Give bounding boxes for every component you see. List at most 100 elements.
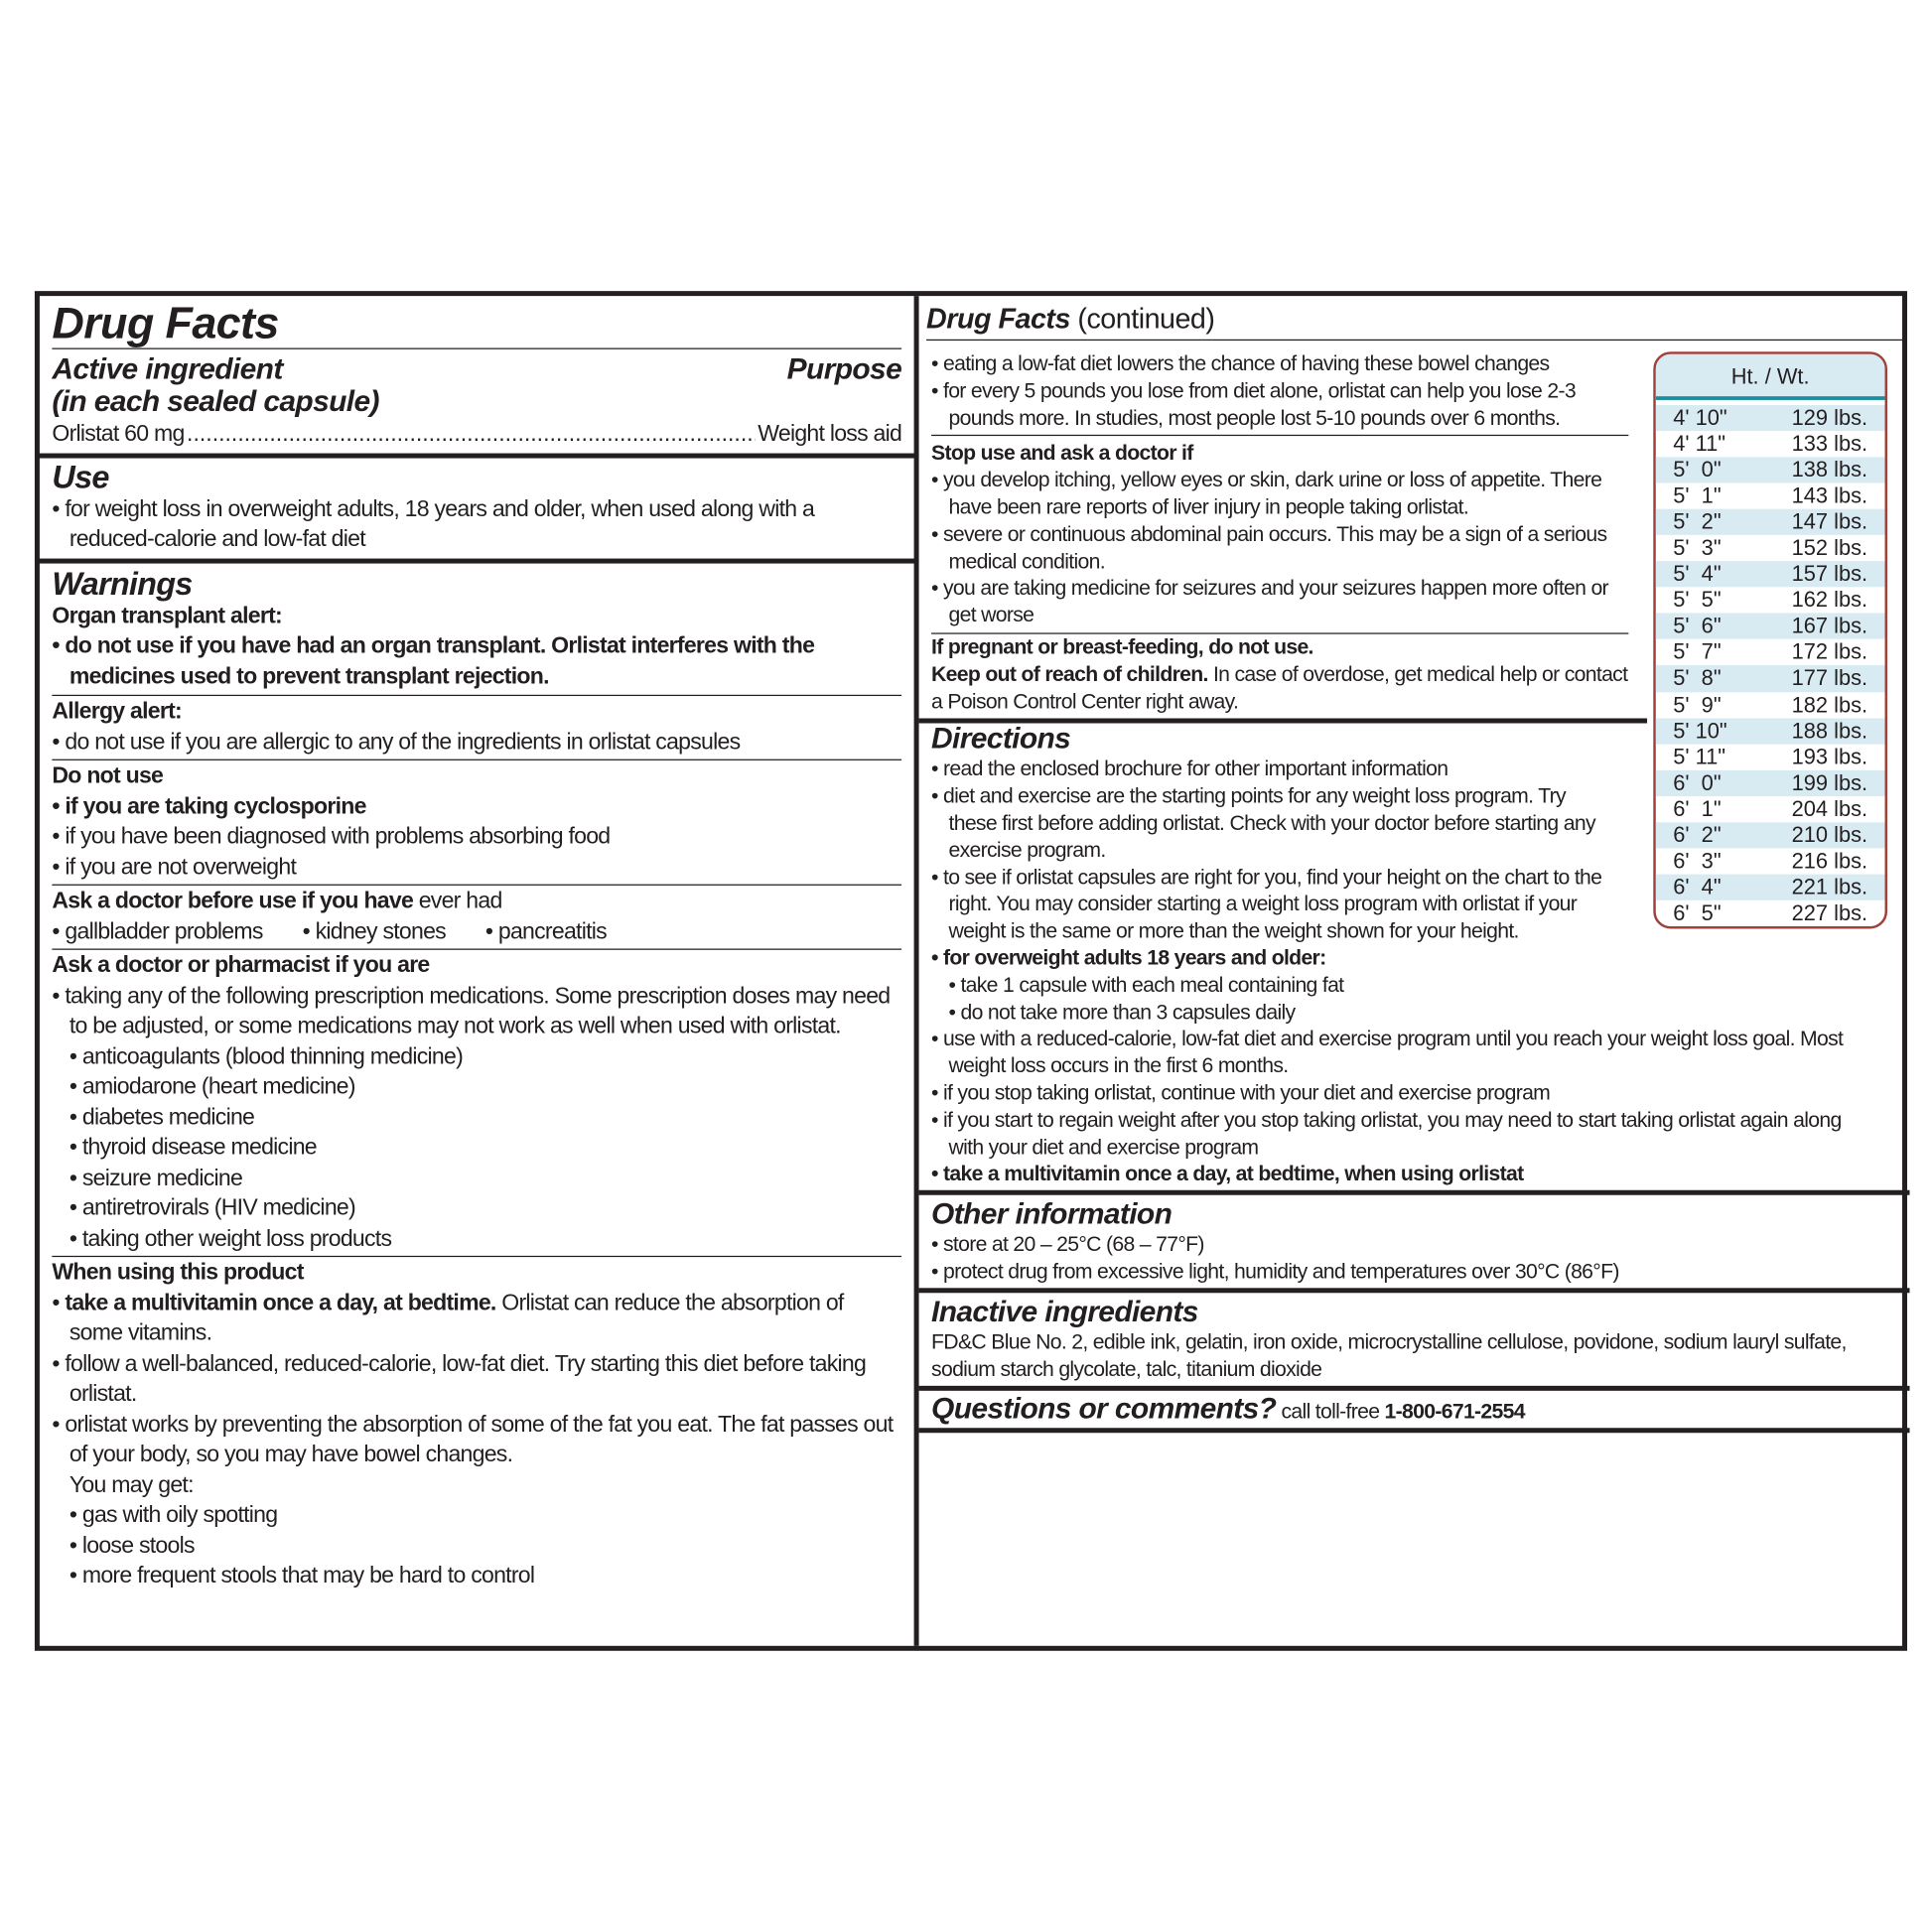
height: 5' 6" [1673, 613, 1722, 638]
chart-row: 5' 6" 167 lbs. [1655, 613, 1885, 640]
when-using-heading: When using this product [52, 1258, 304, 1285]
rule [52, 948, 902, 950]
height: 5' 7" [1673, 639, 1722, 665]
questions-line: Questions or comments? call toll-free 1-… [931, 1392, 1526, 1427]
chart-row: 5' 8" 177 lbs. [1655, 665, 1885, 692]
bowel-item: • eating a low-fat diet lowers the chanc… [931, 351, 1550, 375]
medication-item: • thyroid disease medicine [69, 1133, 318, 1160]
rule [52, 884, 902, 886]
height: 6' 0" [1673, 769, 1722, 795]
chart-rows: 4' 10" 129 lbs. 4' 11" 133 lbs. 5' 0" 138 lbs… [1655, 400, 1885, 926]
rule [52, 1255, 902, 1258]
height: 4' 10" [1673, 404, 1727, 430]
medication-item: • diabetes medicine [69, 1102, 255, 1130]
when-using-item: • follow a well-balanced, reduced-calori… [52, 1349, 867, 1406]
weight: 138 lbs. [1791, 457, 1868, 483]
height: 5' 10" [1673, 717, 1727, 743]
other-info-item: • store at 20 – 25°C (68 – 77°F) [931, 1232, 1204, 1257]
when-using-item: • orlistat works by preventing the absor… [52, 1410, 894, 1466]
dosage-item: • do not take more than 3 capsules daily [948, 1000, 1297, 1025]
height: 6' 2" [1673, 821, 1722, 847]
chart-row: 4' 11" 133 lbs. [1656, 431, 1885, 457]
height: 5' 11" [1673, 744, 1726, 769]
height: 5' 4" [1673, 561, 1722, 587]
ask-pharmacist-heading: Ask a doctor or pharmacist if you are [52, 951, 430, 978]
ask-doctor-items: • gallbladder problems • kidney stones • p… [52, 916, 607, 943]
inactive-heading: Inactive ingredients [931, 1295, 1198, 1329]
chart-row: 5' 9" 182 lbs. [1656, 692, 1885, 718]
inactive-ingredients: FD&C Blue No. 2, edible ink, gelatin, ir… [931, 1329, 1847, 1381]
side-effect-item: • loose stools [69, 1531, 196, 1558]
purpose-heading: Purpose [786, 352, 902, 387]
rule [52, 694, 902, 697]
direction-item: • for overweight adults 18 years and old… [931, 945, 1326, 970]
chart-row: 6' 5" 227 lbs. [1656, 900, 1885, 926]
keep-out-of-reach: Keep out of reach of children. In case o… [931, 662, 1628, 713]
weight: 129 lbs. [1791, 404, 1868, 430]
purpose: Weight loss aid [758, 419, 902, 447]
rule [37, 557, 917, 563]
pregnant-warning: If pregnant or breast-feeding, do not us… [931, 634, 1313, 659]
stop-use-item: • severe or continuous abdominal pain oc… [931, 522, 1607, 574]
chart-row: 5' 0" 138 lbs. [1655, 457, 1885, 483]
do-not-use-item: • if you have been diagnosed with proble… [52, 822, 611, 849]
side-effect-item: • more frequent stools that may be hard … [69, 1561, 535, 1588]
medication-item: • amiodarone (heart medicine) [69, 1072, 356, 1099]
height: 5' 1" [1673, 483, 1722, 508]
stop-use-item: • you develop itching, yellow eyes or sk… [931, 468, 1602, 519]
direction-item: • take a multivitamin once a day, at bed… [931, 1162, 1524, 1186]
medication-item: • anticoagulants (blood thinning medicin… [69, 1041, 464, 1068]
height: 4' 11" [1673, 431, 1726, 457]
ingredient-row: Orlistat 60 mg..........................… [52, 419, 901, 450]
when-using-item: • take a multivitamin once a day, at bed… [52, 1288, 844, 1345]
height: 5' 9" [1673, 691, 1722, 717]
rule [918, 1428, 1910, 1434]
rule [52, 347, 902, 349]
active-ingredient-heading: Active ingredient [52, 352, 283, 387]
chart-row: 5' 7" 172 lbs. [1656, 639, 1885, 665]
use-item: • for weight loss in overweight adults, … [52, 494, 815, 552]
weight: 172 lbs. [1791, 639, 1868, 665]
direction-item: • use with a reduced-calorie, low-fat di… [931, 1027, 1844, 1078]
organ-transplant-heading: Organ transplant alert: [52, 601, 282, 627]
direction-item: • to see if orlistat capsules are right … [931, 865, 1602, 943]
rule [52, 759, 902, 760]
rule [918, 1386, 1910, 1392]
directions-heading: Directions [931, 722, 1071, 757]
chart-row: 6' 0" 199 lbs. [1655, 769, 1885, 796]
other-info-item: • protect drug from excessive light, hum… [931, 1259, 1619, 1284]
you-may-get: You may get: [69, 1470, 195, 1497]
rule [918, 718, 1648, 724]
direction-item: • diet and exercise are the starting poi… [931, 783, 1596, 862]
height: 5' 0" [1673, 457, 1722, 483]
weight: 133 lbs. [1791, 431, 1868, 457]
weight: 204 lbs. [1791, 795, 1868, 821]
weight: 152 lbs. [1791, 535, 1868, 561]
stop-use-item: • you are taking medicine for seizures a… [931, 576, 1609, 627]
weight: 210 lbs. [1791, 821, 1868, 847]
direction-item: • if you start to regain weight after yo… [931, 1108, 1842, 1159]
rule [37, 452, 917, 458]
warnings-heading: Warnings [52, 564, 193, 602]
chart-row: 6' 2" 210 lbs. [1655, 821, 1885, 849]
height: 6' 1" [1673, 795, 1722, 821]
rule [918, 1287, 1910, 1293]
do-not-use-item: • if you are taking cyclosporine [52, 791, 366, 818]
height: 5' 5" [1673, 587, 1722, 613]
direction-item: • read the enclosed brochure for other i… [931, 757, 1449, 781]
other-info-heading: Other information [931, 1197, 1173, 1232]
chart-header: Ht. / Wt. [1655, 353, 1885, 400]
medication-item: • antiretrovirals (HIV medicine) [69, 1193, 356, 1220]
drug-facts-panel: Drug Facts Active ingredient Purpose (in … [34, 291, 1910, 1651]
chart-row: 5' 10" 188 lbs. [1655, 717, 1885, 745]
chart-row: 4' 10" 129 lbs. [1655, 404, 1885, 432]
weight: 143 lbs. [1791, 483, 1868, 508]
weight: 162 lbs. [1791, 587, 1868, 613]
direction-item: • if you stop taking orlistat, continue … [931, 1080, 1551, 1105]
column-divider [913, 296, 919, 1646]
weight: 147 lbs. [1791, 508, 1868, 534]
weight: 216 lbs. [1791, 848, 1868, 874]
chart-row: 6' 3" 216 lbs. [1656, 848, 1885, 874]
ask-doctor-heading: Ask a doctor before use if you have ever… [52, 887, 502, 913]
